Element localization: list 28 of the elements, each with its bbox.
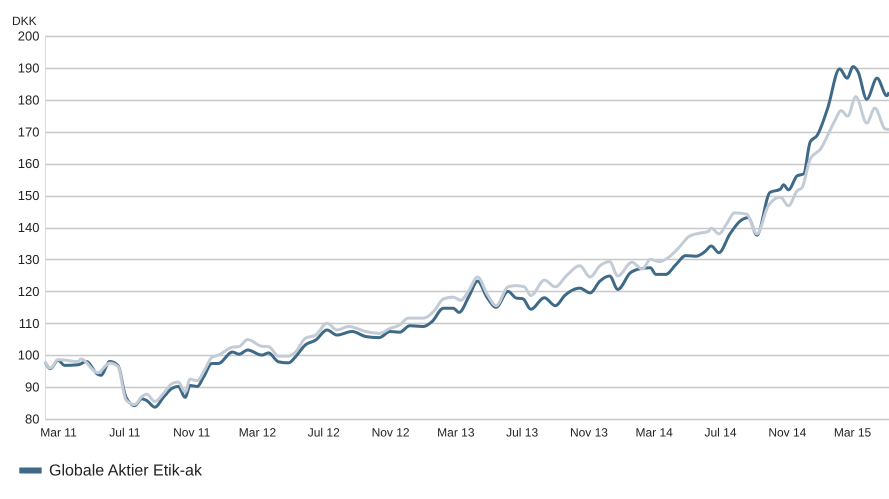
y-tick-label: 140 [18, 220, 40, 235]
x-tick-label: Mar 12 [238, 426, 276, 440]
x-tick-label: Mar 14 [636, 426, 674, 440]
y-tick-label: 170 [18, 124, 40, 140]
y-tick-label: 190 [18, 60, 40, 76]
y-tick-label: 130 [18, 252, 40, 267]
y-tick-label: 90 [25, 380, 40, 395]
y-tick-label: 110 [18, 316, 40, 331]
x-tick-label: Nov 14 [768, 426, 807, 440]
x-tick-label: Mar 11 [40, 426, 78, 440]
x-tick-label: Jul 14 [704, 426, 737, 440]
y-tick-label: 80 [25, 412, 40, 426]
x-tick-label: Mar 15 [834, 426, 872, 440]
y-tick-label: 120 [18, 284, 40, 299]
legend-label: Globale Aktier Etik-ak [49, 462, 203, 480]
y-tick-label: 180 [18, 92, 40, 108]
x-tick-label: Jul 11 [109, 426, 141, 440]
x-tick-label: Jul 13 [506, 426, 538, 440]
x-tick-label: Nov 11 [173, 426, 211, 440]
y-tick-label: 150 [18, 188, 40, 204]
x-tick-label: Jul 12 [308, 426, 340, 440]
x-tick-label: Nov 13 [570, 426, 608, 440]
y-tick-label: 200 [18, 28, 40, 44]
x-tick-label: Nov 12 [372, 426, 410, 440]
y-tick-label: 100 [18, 348, 40, 363]
y-tick-label: 160 [18, 156, 40, 172]
y-axis-title: DKK [12, 14, 37, 28]
x-tick-label: Mar 13 [437, 426, 475, 440]
